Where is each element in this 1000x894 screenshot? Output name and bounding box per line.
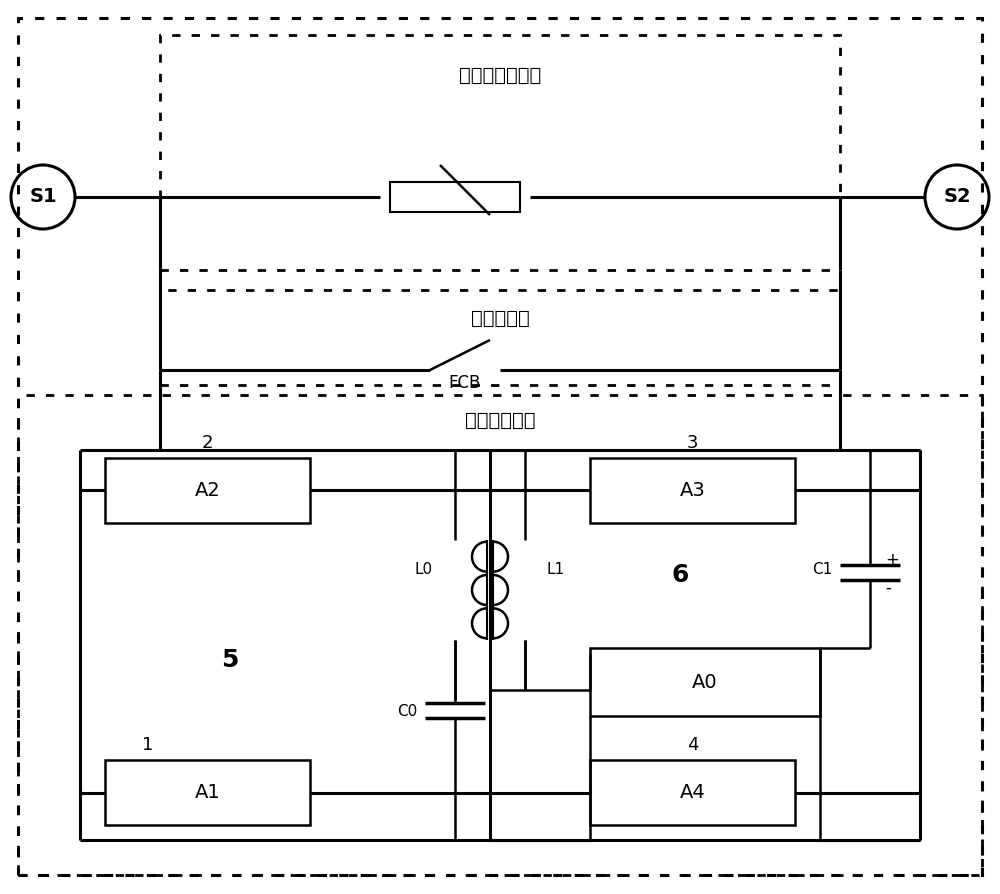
Bar [105, 760, 310, 825]
Text: +: + [885, 551, 899, 569]
Bar [390, 182, 520, 212]
Bar [105, 458, 310, 523]
Text: S1: S1 [29, 188, 57, 207]
Bar [590, 760, 795, 825]
Text: S2: S2 [943, 188, 971, 207]
Bar [590, 648, 820, 716]
Text: C0: C0 [397, 704, 417, 719]
Text: 5: 5 [221, 648, 239, 672]
Text: 过电压限制电路: 过电压限制电路 [459, 65, 541, 85]
Text: 3: 3 [687, 434, 698, 452]
Bar [160, 35, 840, 270]
Bar [18, 395, 982, 875]
Text: A1: A1 [195, 783, 220, 802]
Text: A2: A2 [195, 481, 220, 500]
Bar [590, 458, 795, 523]
Text: 主电流电路: 主电流电路 [471, 308, 529, 327]
Text: 转移电流电路: 转移电流电路 [465, 410, 535, 429]
Text: 4: 4 [687, 736, 698, 754]
Text: A3: A3 [680, 481, 705, 500]
Text: -: - [885, 579, 891, 597]
Text: C1: C1 [812, 562, 832, 578]
Text: L0: L0 [415, 562, 433, 578]
Text: FCB: FCB [449, 374, 481, 392]
Text: L1: L1 [547, 562, 565, 578]
Text: A0: A0 [692, 672, 718, 691]
Text: A4: A4 [680, 783, 705, 802]
Text: 1: 1 [142, 736, 153, 754]
Text: 2: 2 [202, 434, 213, 452]
Text: 6: 6 [671, 563, 689, 587]
Bar [160, 290, 840, 385]
